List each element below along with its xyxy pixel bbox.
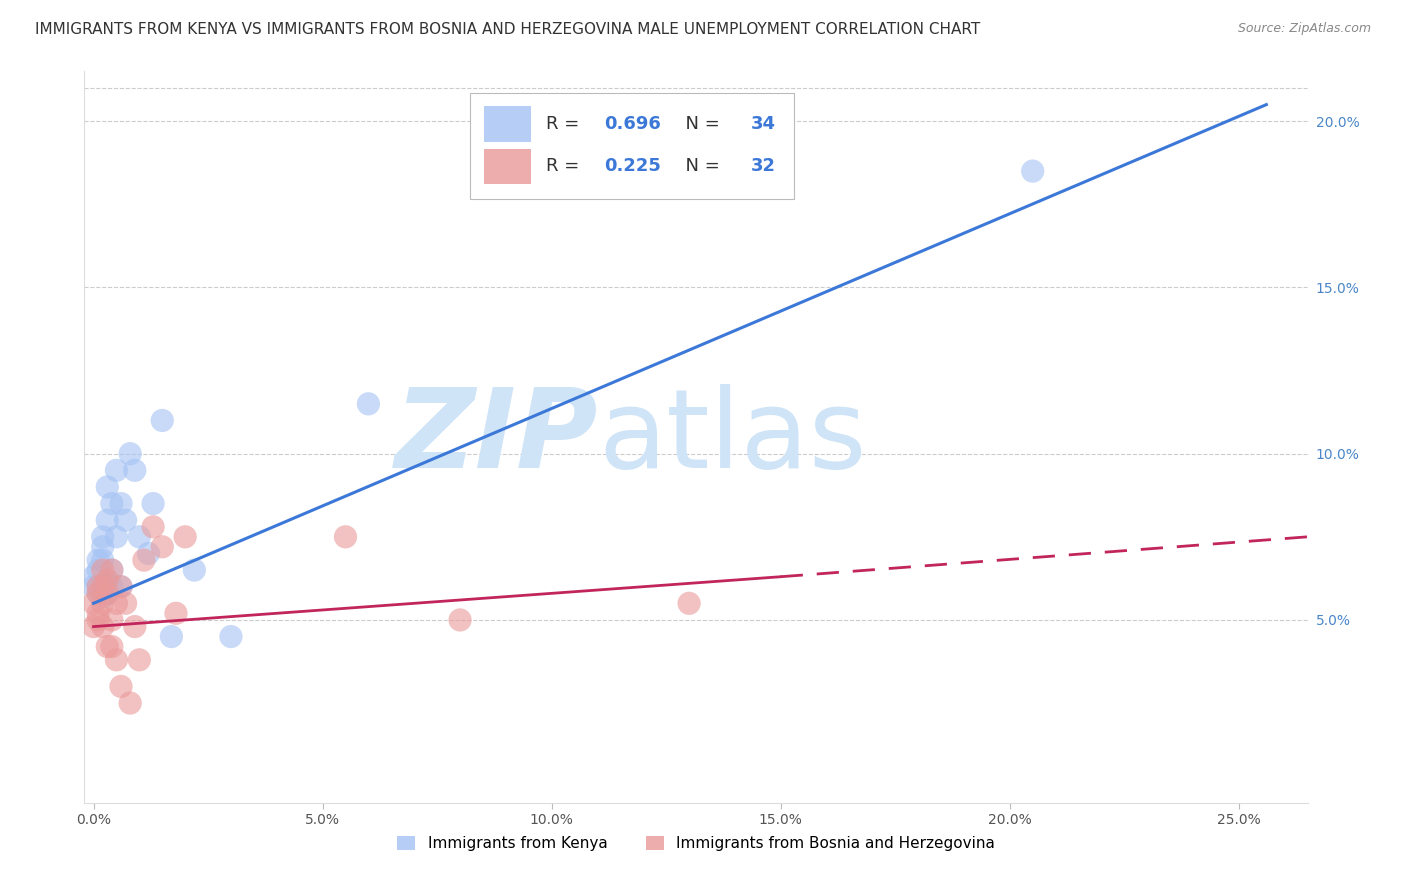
Point [165, 607, 187, 621]
Text: N =: N = [673, 158, 725, 176]
Point [105, 530, 128, 544]
Point [96, 480, 118, 494]
Point [83, 570, 105, 584]
Point [87, 613, 110, 627]
Point [124, 619, 146, 633]
Point [449, 613, 471, 627]
Point [138, 546, 160, 560]
Text: R =: R = [546, 158, 585, 176]
Text: 0.696: 0.696 [605, 115, 661, 133]
Point [110, 497, 132, 511]
Point [87, 563, 110, 577]
Point [132, 553, 155, 567]
Point [124, 463, 146, 477]
Point [678, 596, 700, 610]
Point [160, 630, 183, 644]
Point [91, 596, 114, 610]
Point [219, 630, 242, 644]
Point [105, 596, 128, 610]
Point [96, 573, 118, 587]
Point [83, 619, 105, 633]
Point [91, 580, 114, 594]
Point [357, 397, 380, 411]
Point [101, 563, 124, 577]
Point [114, 513, 136, 527]
Text: R =: R = [546, 115, 585, 133]
Point [110, 580, 132, 594]
Point [87, 607, 110, 621]
Point [87, 580, 110, 594]
Text: 0.225: 0.225 [605, 158, 661, 176]
Point [105, 653, 128, 667]
Legend: Immigrants from Kenya, Immigrants from Bosnia and Herzegovina: Immigrants from Kenya, Immigrants from B… [391, 830, 1001, 857]
Point [110, 580, 132, 594]
Text: IMMIGRANTS FROM KENYA VS IMMIGRANTS FROM BOSNIA AND HERZEGOVINA MALE UNEMPLOYMEN: IMMIGRANTS FROM KENYA VS IMMIGRANTS FROM… [35, 22, 980, 37]
Point [87, 553, 110, 567]
Point [120, 447, 142, 461]
Point [87, 586, 110, 600]
Point [110, 680, 132, 694]
Point [101, 580, 124, 594]
Point [91, 540, 114, 554]
Point [183, 563, 205, 577]
Text: ZIP: ZIP [395, 384, 598, 491]
Point [105, 463, 128, 477]
Point [128, 653, 150, 667]
Point [142, 497, 165, 511]
Point [142, 520, 165, 534]
FancyBboxPatch shape [484, 106, 531, 142]
Point [150, 413, 173, 427]
Text: Source: ZipAtlas.com: Source: ZipAtlas.com [1237, 22, 1371, 36]
Point [150, 540, 173, 554]
Point [91, 553, 114, 567]
Point [120, 696, 142, 710]
Point [83, 580, 105, 594]
Point [114, 596, 136, 610]
Point [96, 586, 118, 600]
Point [174, 530, 197, 544]
Point [91, 619, 114, 633]
Text: 34: 34 [751, 115, 776, 133]
Point [96, 513, 118, 527]
Point [91, 530, 114, 544]
Point [101, 640, 124, 654]
Point [83, 596, 105, 610]
Point [101, 497, 124, 511]
Point [91, 580, 114, 594]
Point [96, 640, 118, 654]
Point [91, 563, 114, 577]
Point [1021, 164, 1043, 178]
Point [96, 573, 118, 587]
Text: 32: 32 [751, 158, 776, 176]
Text: atlas: atlas [598, 384, 866, 491]
Point [91, 590, 114, 604]
Point [128, 530, 150, 544]
Point [87, 580, 110, 594]
Point [101, 563, 124, 577]
Text: N =: N = [673, 115, 725, 133]
Point [87, 586, 110, 600]
Point [335, 530, 357, 544]
FancyBboxPatch shape [470, 94, 794, 200]
Point [96, 586, 118, 600]
FancyBboxPatch shape [484, 149, 531, 184]
Point [101, 613, 124, 627]
